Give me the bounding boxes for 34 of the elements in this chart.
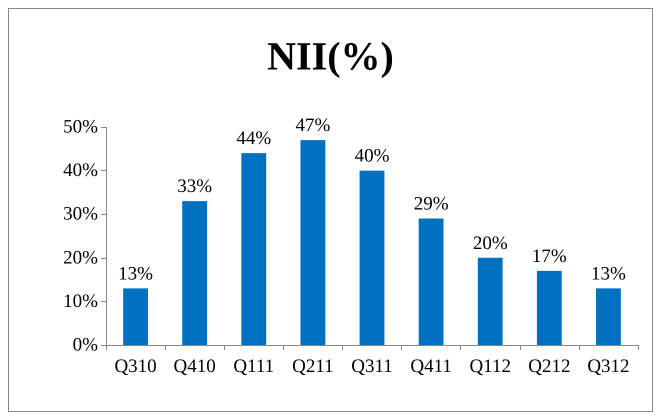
- bar: [241, 153, 266, 345]
- y-tick-label: 20%: [63, 247, 98, 268]
- data-label: 47%: [295, 115, 330, 136]
- x-tick-label: Q212: [528, 356, 570, 377]
- y-tick-label: 50%: [63, 116, 98, 138]
- x-tick-label: Q112: [469, 356, 511, 377]
- chart-title: NII(%): [267, 34, 394, 78]
- x-tick-label: Q111: [233, 356, 274, 377]
- x-tick-label: Q312: [587, 356, 630, 377]
- bar: [123, 288, 148, 345]
- x-tick-label: Q310: [114, 356, 157, 377]
- data-label: 13%: [118, 263, 154, 284]
- y-tick-label: 30%: [63, 204, 98, 225]
- bar: [418, 218, 444, 345]
- bar: [536, 270, 562, 345]
- bar: [360, 170, 384, 345]
- y-tick-label: 40%: [63, 160, 98, 182]
- x-tick-label: Q211: [292, 356, 334, 377]
- bar: [478, 258, 503, 345]
- data-label: 44%: [236, 128, 272, 150]
- bar: [300, 140, 326, 345]
- x-tick-label: Q410: [174, 356, 216, 377]
- data-label: 20%: [472, 232, 508, 254]
- x-tick-label: Q411: [410, 356, 452, 377]
- bar: [596, 288, 621, 345]
- x-tick-label: Q311: [351, 356, 393, 377]
- y-tick-label: 0%: [72, 334, 98, 356]
- data-label: 13%: [591, 263, 626, 284]
- data-label: 17%: [532, 246, 567, 267]
- data-label: 29%: [414, 194, 449, 215]
- data-label: 33%: [177, 176, 212, 198]
- bar: [182, 201, 208, 345]
- data-label: 40%: [354, 146, 390, 167]
- y-tick-label: 10%: [63, 290, 98, 312]
